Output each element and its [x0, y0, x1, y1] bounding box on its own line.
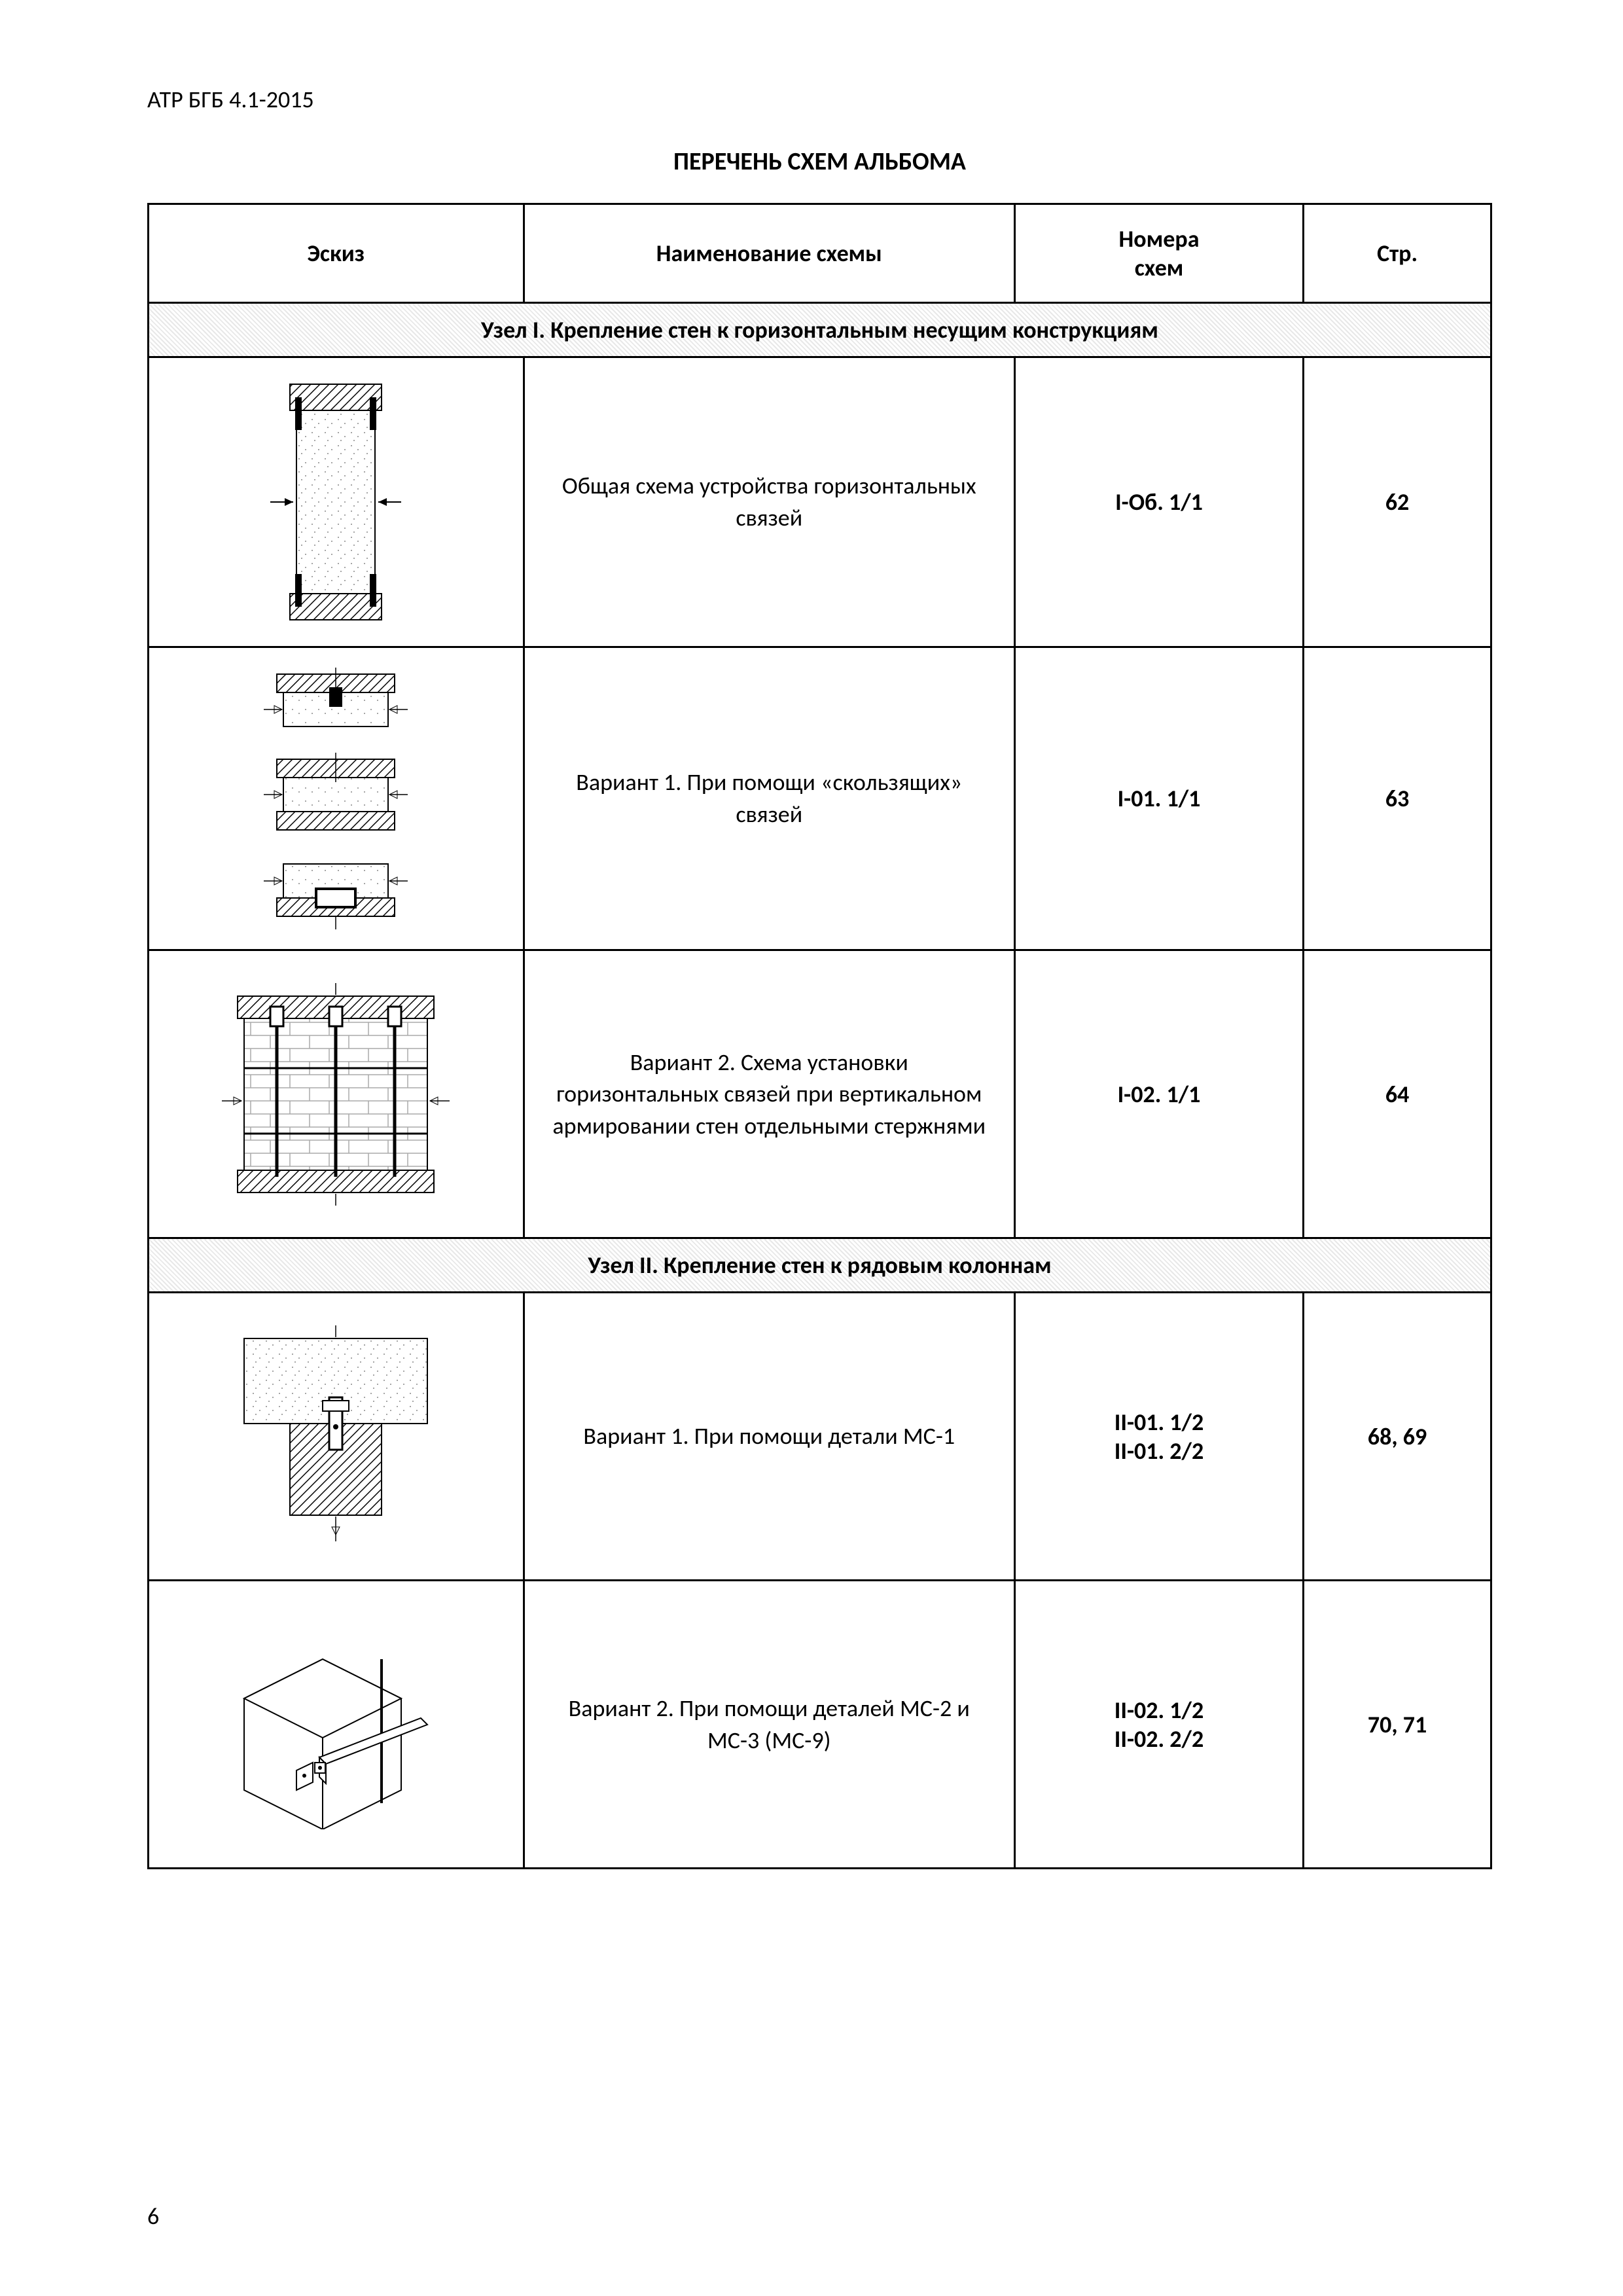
page-number: 6 — [147, 2202, 159, 2231]
scheme-number: I-01. 1/1 — [1014, 647, 1303, 950]
page-title: ПЕРЕЧЕНЬ СХЕМ АЛЬБОМА — [147, 147, 1492, 177]
scheme-number: I-02. 1/1 — [1014, 950, 1303, 1238]
scheme-name: Вариант 2. Схема установки горизонтальны… — [524, 950, 1014, 1238]
scheme-name: Общая схема устройства горизонтальных св… — [524, 357, 1014, 647]
scheme-page: 68, 69 — [1304, 1293, 1491, 1581]
scheme-name: Вариант 1. При помощи детали МС-1 — [524, 1293, 1014, 1581]
header-name: Наименование схемы — [524, 204, 1014, 303]
scheme-number: II-01. 1/2 II-01. 2/2 — [1014, 1293, 1303, 1581]
table-row: Вариант 1. При помощи детали МС-1 II-01.… — [149, 1293, 1491, 1581]
doc-code: АТР БГБ 4.1-2015 — [147, 85, 1492, 114]
sketch-icon — [238, 668, 434, 929]
sketch-cell — [149, 1293, 524, 1581]
header-sketch: Эскиз — [149, 204, 524, 303]
sketch-icon — [205, 1620, 467, 1829]
sketch-cell — [149, 357, 524, 647]
table-row: Общая схема устройства горизонтальных св… — [149, 357, 1491, 647]
sketch-cell — [149, 950, 524, 1238]
scheme-page: 70, 71 — [1304, 1581, 1491, 1869]
sketch-cell — [149, 647, 524, 950]
section-title: Узел II. Крепление стен к рядовым колонн… — [149, 1238, 1491, 1293]
sketch-icon — [211, 983, 460, 1206]
scheme-page: 63 — [1304, 647, 1491, 950]
table-row: Вариант 2. При помощи деталей МС-2 и МС-… — [149, 1581, 1491, 1869]
sketch-icon — [224, 1325, 447, 1548]
scheme-number: I-Об. 1/1 — [1014, 357, 1303, 647]
header-page: Стр. — [1304, 204, 1491, 303]
scheme-name: Вариант 2. При помощи деталей МС-2 и МС-… — [524, 1581, 1014, 1869]
table-row: Вариант 2. Схема установки горизонтальны… — [149, 950, 1491, 1238]
section-row: Узел I. Крепление стен к горизонтальным … — [149, 303, 1491, 357]
table-row: Вариант 1. При помощи «скользящих» связе… — [149, 647, 1491, 950]
scheme-page: 64 — [1304, 950, 1491, 1238]
section-title: Узел I. Крепление стен к горизонтальным … — [149, 303, 1491, 357]
section-row: Узел II. Крепление стен к рядовым колонн… — [149, 1238, 1491, 1293]
scheme-name: Вариант 1. При помощи «скользящих» связе… — [524, 647, 1014, 950]
header-numbers: Номера схем — [1014, 204, 1303, 303]
schema-table: Эскиз Наименование схемы Номера схем Стр… — [147, 203, 1492, 1869]
scheme-page: 62 — [1304, 357, 1491, 647]
table-header-row: Эскиз Наименование схемы Номера схем Стр… — [149, 204, 1491, 303]
sketch-icon — [244, 378, 427, 626]
sketch-cell — [149, 1581, 524, 1869]
scheme-number: II-02. 1/2 II-02. 2/2 — [1014, 1581, 1303, 1869]
